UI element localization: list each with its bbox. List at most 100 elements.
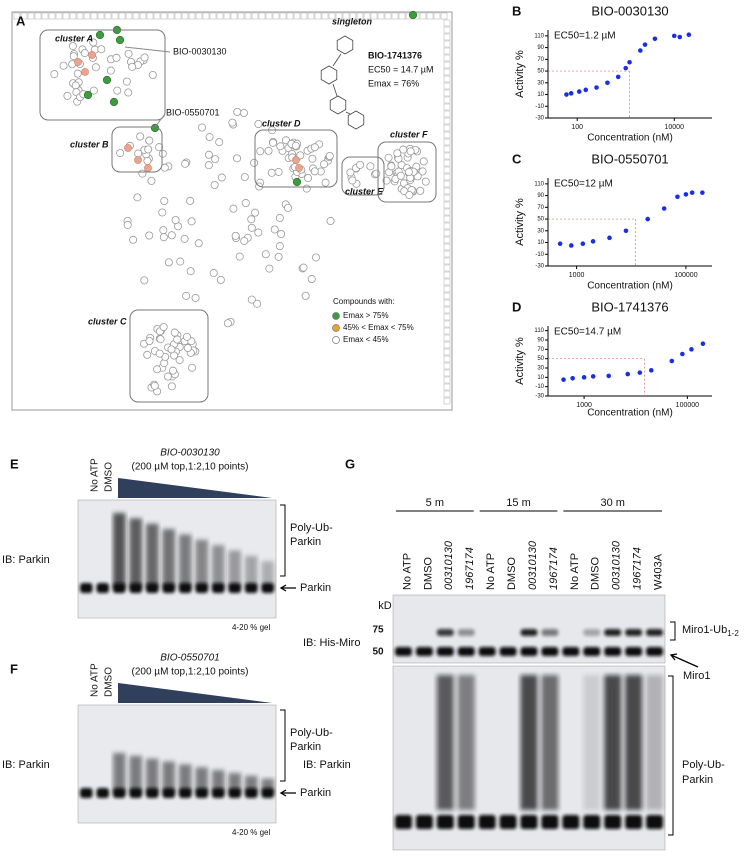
bracket [280, 709, 286, 782]
compound-point [160, 197, 169, 206]
cluster-label: cluster D [262, 118, 301, 128]
cluster-box [39, 29, 166, 121]
panel-letter: E [10, 456, 19, 471]
band [80, 583, 93, 593]
compound-point [321, 178, 330, 187]
plate-well [443, 131, 451, 139]
panel-letter: C [512, 151, 522, 166]
smear [212, 770, 225, 793]
plate-well [55, 12, 63, 20]
data-point [675, 194, 680, 200]
compound-point [416, 186, 425, 195]
smear [228, 550, 241, 588]
band [245, 788, 258, 798]
lane-label: 1967174 [632, 547, 644, 590]
compound-point [171, 216, 180, 225]
compound-point [124, 49, 133, 58]
compound-point [168, 366, 177, 375]
compound-point [240, 172, 249, 181]
band [228, 788, 241, 798]
lane-label: DMSO [104, 462, 115, 492]
kd-label: kD [378, 600, 392, 612]
compound-point [145, 231, 154, 240]
arrow [669, 653, 699, 668]
compound-point [348, 176, 357, 185]
compound-point [406, 147, 415, 156]
dilution-label: (200 µM top,1:2,10 points) [132, 667, 249, 678]
compound-point [254, 228, 263, 237]
callout-line [154, 113, 166, 128]
y-tick-label: -30 [535, 116, 544, 122]
plate-well [111, 12, 119, 20]
compound-point [209, 269, 218, 278]
dilution-wedge [118, 683, 272, 703]
band [646, 629, 663, 636]
band [604, 815, 622, 829]
plate-well [443, 208, 451, 216]
bracket [280, 504, 286, 577]
band [261, 583, 274, 593]
compound-point [393, 149, 402, 158]
compound-point [372, 169, 381, 178]
data-point [580, 241, 586, 247]
marker-label: 50 [372, 647, 384, 658]
panel-letter: G [345, 456, 355, 471]
plate-well [167, 12, 175, 20]
compound-point [356, 160, 365, 169]
compound-point [275, 213, 284, 222]
compound-point [418, 167, 427, 176]
compound-point [215, 138, 224, 147]
band [583, 647, 601, 656]
smear [604, 675, 622, 810]
plate-well [443, 215, 451, 223]
plate-well [443, 54, 451, 62]
data-point [637, 370, 643, 375]
compound-point [143, 156, 152, 165]
plate-well [443, 362, 451, 370]
plate-well [443, 292, 451, 300]
chart-title: BIO-1741376 [591, 299, 668, 314]
plate-well [443, 96, 451, 104]
partial-point [124, 144, 132, 152]
plate-well [419, 12, 427, 20]
plate-well [443, 68, 451, 76]
data-point [581, 375, 587, 380]
band [195, 788, 208, 798]
compound-point [158, 208, 167, 217]
compound-point [270, 225, 279, 234]
ec50-label: EC50=12 µM [554, 179, 613, 190]
plate-well [146, 12, 154, 20]
smear [436, 675, 454, 810]
time-label: 30 m [600, 497, 624, 509]
plate-well [433, 12, 441, 20]
compound-point [276, 142, 285, 151]
panel-letter: B [512, 3, 521, 18]
plate-well [443, 299, 451, 307]
band [179, 788, 192, 798]
plate-well [443, 117, 451, 125]
plate-well [342, 12, 350, 20]
active-point [408, 10, 418, 20]
plate-well [41, 12, 49, 20]
band [604, 629, 622, 636]
compound-point [264, 146, 273, 155]
plate-well [443, 40, 451, 48]
compound-point [147, 176, 156, 185]
compound-point [291, 141, 300, 150]
plate-well [139, 12, 147, 20]
band-label: Miro1 [683, 670, 711, 682]
band [129, 583, 142, 593]
plate-well [76, 12, 84, 20]
y-tick-label: -10 [535, 252, 544, 258]
compound-point [194, 239, 203, 248]
plate-well [443, 397, 451, 405]
plate-well [209, 12, 217, 20]
plate-well [443, 187, 451, 195]
ec50-label: EC50=1.2 µM [554, 31, 616, 42]
smear-label: Parkin [290, 536, 321, 548]
band [146, 583, 159, 593]
lane-label: No ATP [401, 553, 413, 590]
smear [113, 513, 126, 588]
plate-well [293, 12, 301, 20]
plate-well [443, 138, 451, 146]
